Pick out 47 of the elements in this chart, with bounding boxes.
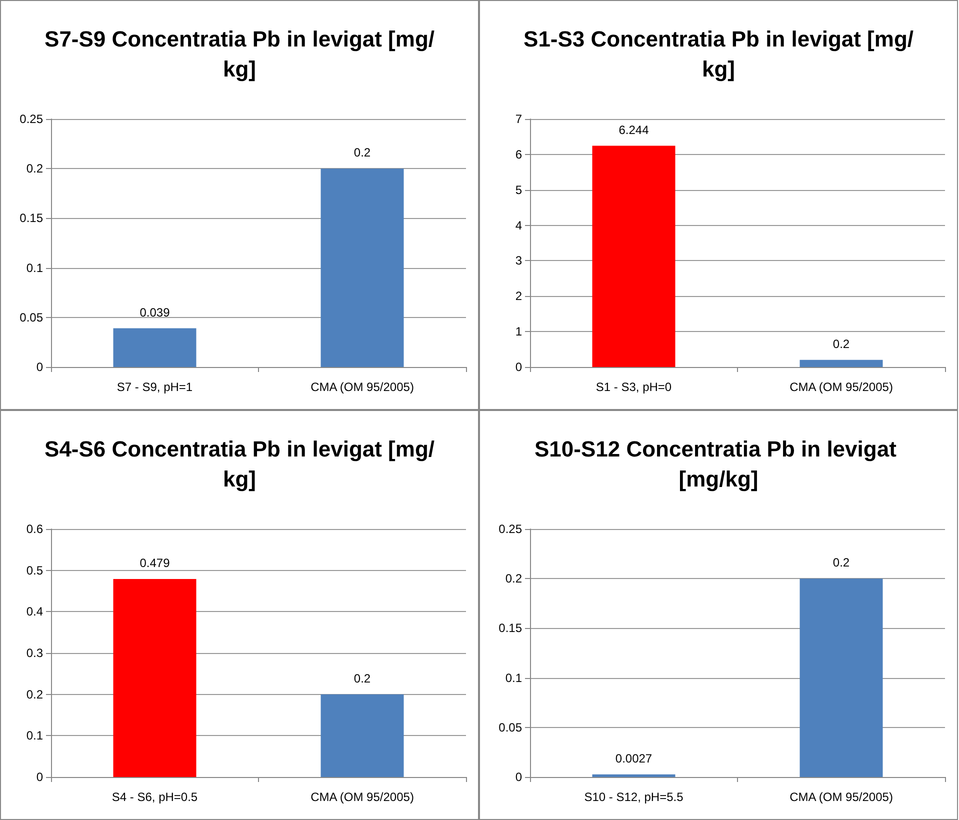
- y-tick-label: 0.1: [26, 728, 44, 743]
- y-tick-label: 0.5: [26, 563, 44, 578]
- x-tick-label: CMA (OM 95/2005): [310, 790, 414, 804]
- y-tick-label: 0.4: [26, 604, 44, 619]
- y-tick-label: 0.2: [26, 687, 44, 702]
- x-tick-label: CMA (OM 95/2005): [790, 380, 893, 394]
- y-tick-label: 0.2: [505, 572, 522, 586]
- y-tick-label: 0.15: [498, 621, 522, 636]
- x-tick-label: S10 - S12, pH=5.5: [584, 790, 684, 804]
- data-label: 0.2: [354, 671, 371, 686]
- data-label: 0.0027: [615, 751, 652, 766]
- y-tick-label: 3: [515, 254, 522, 268]
- data-label: 0.479: [140, 556, 170, 570]
- y-tick-label: 0.05: [498, 720, 522, 734]
- y-tick-label: 0.25: [20, 112, 44, 126]
- y-tick-label: 0.25: [498, 522, 522, 536]
- y-tick-label: 0.2: [26, 162, 44, 176]
- chart-title: S10-S12 Concentratia Pb in levigat [mg/kg]: [534, 436, 903, 492]
- data-label: 6.244: [618, 122, 650, 137]
- y-tick-label: 2: [515, 289, 522, 304]
- y-tick-label: 0: [36, 770, 44, 784]
- data-label: 0.2: [832, 336, 850, 351]
- y-tick-label: 0: [515, 360, 522, 374]
- chart-title: S4-S6 Concentratia Pb in levigat [mg/kg]: [44, 436, 434, 492]
- y-tick-label: 7: [515, 112, 522, 126]
- x-tick-label: S4 - S6, pH=0.5: [112, 790, 198, 804]
- chart-title: S7-S9 Concentratia Pb in levigat [mg/kg]: [44, 26, 434, 82]
- y-tick-label: 0.05: [20, 310, 44, 324]
- y-tick-label: 6: [515, 147, 522, 162]
- y-tick-label: 0.1: [26, 260, 44, 275]
- y-tick-label: 0.3: [26, 646, 44, 660]
- x-tick-label: CMA (OM 95/2005): [310, 380, 414, 394]
- y-tick-label: 0.6: [26, 522, 44, 536]
- x-tick-label: S1 - S3, pH=0: [596, 380, 672, 394]
- data-label: 0.039: [140, 305, 170, 320]
- data-label: 0.2: [354, 146, 371, 160]
- y-tick-label: 1: [515, 324, 522, 339]
- y-tick-label: 0.15: [20, 211, 44, 226]
- y-tick-label: 0: [515, 770, 522, 784]
- y-tick-label: 0: [36, 360, 44, 374]
- x-tick-label: S7 - S9, pH=1: [116, 380, 193, 394]
- y-tick-label: 4: [515, 218, 522, 232]
- x-tick-label: CMA (OM 95/2005): [790, 790, 893, 804]
- data-label: 0.2: [832, 556, 850, 570]
- y-tick-label: 0.1: [505, 670, 522, 685]
- y-tick-label: 5: [515, 182, 522, 197]
- chart-title: S1-S3 Concentratia Pb in levigat [mg/kg]: [524, 26, 914, 82]
